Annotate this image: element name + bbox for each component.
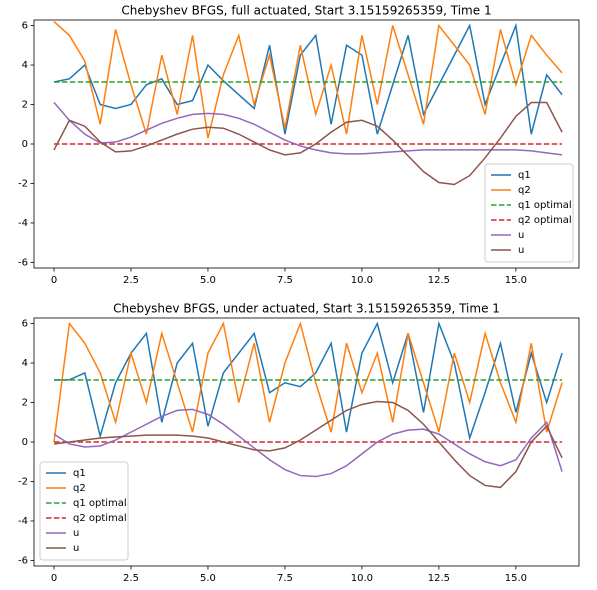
legend-label: q2 optimal — [518, 215, 572, 226]
y-tick-label: 0 — [22, 437, 28, 448]
y-tick-label: -4 — [18, 218, 28, 229]
y-tick-label: 0 — [22, 139, 28, 150]
x-tick-label: 0 — [51, 275, 57, 286]
plot-area: Chebyshev BFGS, under actuated, Start 3.… — [18, 302, 580, 584]
legend-label: q2 — [73, 483, 86, 494]
line-series — [53, 408, 563, 478]
line-series — [53, 321, 563, 443]
y-tick-label: 4 — [22, 358, 28, 369]
x-tick-label: 12.5 — [428, 275, 450, 286]
y-tick-label: -4 — [18, 516, 28, 527]
y-tick-label: 2 — [22, 398, 28, 409]
legend-box — [484, 163, 574, 263]
x-tick-label: 0 — [51, 573, 57, 584]
y-tick-label: 6 — [22, 319, 28, 330]
x-tick-label: 12.5 — [428, 573, 450, 584]
legend: q1 q2 q1 optimal q2 optimal uu — [39, 461, 129, 561]
line-series — [53, 22, 563, 135]
y-tick-label: -2 — [18, 476, 28, 487]
legend-label: u — [518, 245, 524, 256]
legend-label: q1 — [518, 170, 531, 181]
x-tick-label: 2.5 — [123, 275, 139, 286]
y-tick-label: -6 — [18, 555, 28, 566]
x-tick-label: 2.5 — [123, 573, 139, 584]
line-series — [53, 21, 563, 139]
y-tick-label: 4 — [22, 60, 28, 71]
line-series — [54, 320, 563, 441]
legend-label: q1 — [73, 468, 86, 479]
legend-box — [39, 461, 129, 561]
legend-label: q2 — [518, 185, 531, 196]
axes-frame — [33, 317, 580, 567]
line-series — [53, 400, 563, 489]
legend-label: q1 optimal — [518, 200, 572, 211]
x-tick-label: 5.0 — [200, 573, 216, 584]
x-tick-label: 15.0 — [505, 275, 527, 286]
x-tick-label: 7.5 — [277, 275, 293, 286]
chart-title: Chebyshev BFGS, under actuated, Start 3.… — [113, 302, 500, 316]
x-tick-label: 10.0 — [351, 573, 373, 584]
plot-area: Chebyshev BFGS, full actuated, Start 3.1… — [18, 4, 580, 286]
x-tick-label: 5.0 — [200, 275, 216, 286]
series-group — [53, 320, 563, 489]
line-series — [53, 101, 563, 186]
x-tick-label: 15.0 — [505, 573, 527, 584]
x-tick-label: 10.0 — [351, 275, 373, 286]
legend-label: u — [73, 528, 79, 539]
axes-frame — [33, 19, 580, 269]
y-tick-label: -2 — [18, 178, 28, 189]
x-tick-label: 7.5 — [277, 573, 293, 584]
y-tick-label: 2 — [22, 100, 28, 111]
y-tick-label: -6 — [18, 257, 28, 268]
legend-label: q2 optimal — [73, 513, 127, 524]
legend: q1 q2 q1 optimal q2 optimal uu — [484, 163, 574, 263]
series-group — [53, 21, 563, 186]
y-tick-label: 6 — [22, 21, 28, 32]
chart-title: Chebyshev BFGS, full actuated, Start 3.1… — [121, 4, 491, 18]
legend-label: q1 optimal — [73, 498, 127, 509]
legend-label: u — [73, 543, 79, 554]
legend-label: u — [518, 230, 524, 241]
